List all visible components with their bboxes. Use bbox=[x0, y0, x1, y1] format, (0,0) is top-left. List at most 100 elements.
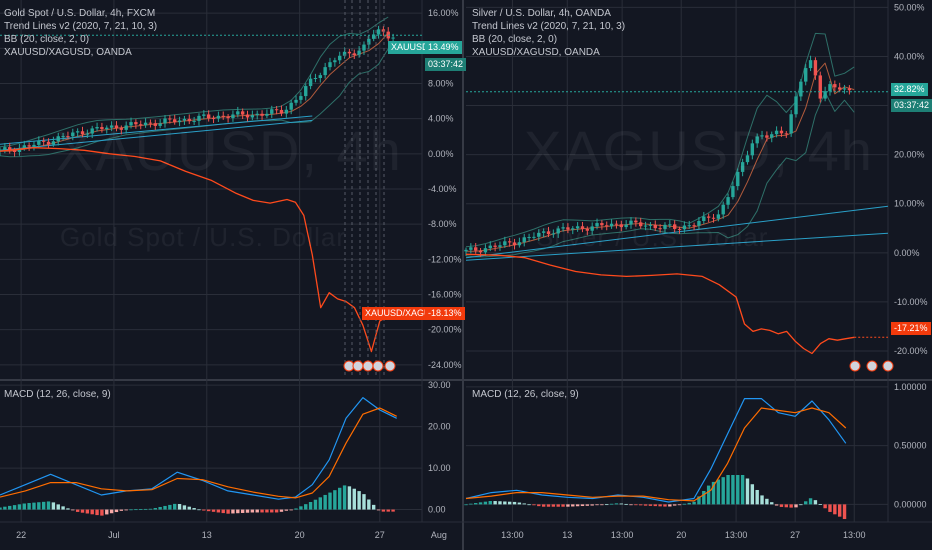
gold-macd-histogram-bar bbox=[41, 501, 46, 510]
silver-candle bbox=[687, 225, 691, 227]
gold-candle bbox=[143, 122, 148, 126]
gold-axis-tick-label: -8.00% bbox=[428, 219, 457, 229]
gold-axis-tick-label: 0.00% bbox=[428, 149, 454, 159]
gold-candle bbox=[12, 150, 17, 153]
gold-macd-histogram-bar bbox=[177, 503, 182, 510]
silver-macd-histogram-bar bbox=[648, 504, 653, 506]
gold-macd-histogram-bar bbox=[289, 509, 293, 511]
gold-candle bbox=[153, 123, 157, 126]
silver-macd-histogram-bar bbox=[517, 502, 522, 505]
gold-macd-histogram-bar bbox=[90, 509, 94, 515]
gold-candle bbox=[182, 118, 187, 121]
silver-legend-ratio[interactable]: XAUUSD/XAGUSD, OANDA bbox=[472, 47, 600, 58]
silver-candle bbox=[745, 155, 750, 163]
silver-macd-histogram-bar bbox=[527, 504, 531, 506]
silver-axis-tick-label: 20.00% bbox=[894, 150, 925, 160]
silver-macd-histogram-bar bbox=[760, 495, 764, 505]
gold-macd-histogram-bar bbox=[192, 508, 196, 510]
gold-candle bbox=[236, 111, 240, 115]
silver-macd-histogram-bar bbox=[478, 502, 483, 505]
silver-macd-histogram-bar bbox=[503, 501, 507, 505]
gold-candle bbox=[95, 127, 99, 129]
gold-macd-histogram-bar bbox=[22, 503, 26, 510]
gold-macd-histogram-bar bbox=[333, 490, 337, 510]
gold-macd-histogram-bar bbox=[274, 509, 279, 513]
silver-candle bbox=[575, 226, 580, 229]
silver-macd-histogram-bar bbox=[639, 504, 643, 506]
gold-candle bbox=[80, 131, 85, 135]
gold-axis-tick-label: -16.00% bbox=[428, 289, 462, 299]
gold-candle bbox=[105, 127, 109, 130]
silver-candle bbox=[702, 216, 706, 222]
gold-macd-histogram-bar bbox=[71, 509, 75, 511]
gold-candle bbox=[274, 109, 279, 111]
gold-macd-histogram-bar bbox=[211, 509, 216, 512]
silver-macd-legend[interactable]: MACD (12, 26, close, 9) bbox=[472, 389, 579, 400]
silver-candle bbox=[493, 245, 497, 247]
gold-macd-legend[interactable]: MACD (12, 26, close, 9) bbox=[4, 389, 111, 400]
gold-macd-histogram-bar bbox=[202, 509, 206, 511]
silver-macd-histogram-bar bbox=[512, 501, 517, 505]
gold-candle bbox=[100, 127, 104, 130]
gold-macd-histogram-bar bbox=[260, 509, 264, 513]
gold-candle bbox=[231, 114, 235, 119]
silver-candle bbox=[580, 226, 585, 229]
silver-axis-tick-label: -20.00% bbox=[894, 346, 928, 356]
silver-candle bbox=[609, 223, 614, 227]
silver-legend-bb[interactable]: BB (20, close, 2, 0) bbox=[472, 34, 558, 45]
silver-event-badge bbox=[882, 360, 894, 372]
gold-macd-histogram-bar bbox=[80, 509, 85, 513]
gold-macd-histogram-bar bbox=[46, 501, 51, 510]
silver-candle bbox=[813, 60, 818, 76]
gold-candle bbox=[362, 44, 366, 51]
silver-macd-histogram-bar bbox=[590, 504, 594, 506]
silver-macd-signal-line bbox=[465, 407, 847, 502]
gold-macd-histogram-bar bbox=[75, 509, 80, 512]
gold-candle bbox=[56, 136, 60, 142]
gold-legend-bb[interactable]: BB (20, close, 2, 0) bbox=[4, 34, 90, 45]
silver-ratio-line bbox=[465, 253, 855, 355]
gold-candle bbox=[202, 114, 206, 116]
silver-macd-histogram-bar bbox=[794, 504, 798, 508]
silver-candle bbox=[512, 242, 517, 246]
gold-trend-line bbox=[0, 119, 313, 151]
gold-macd-histogram-bar bbox=[51, 502, 56, 510]
gold-macd-histogram-bar bbox=[61, 506, 65, 510]
silver-macd-histogram-bar bbox=[682, 503, 687, 505]
gold-candle bbox=[304, 86, 308, 97]
gold-macd-histogram-bar bbox=[139, 509, 143, 510]
silver-legend-trend[interactable]: Trend Lines v2 (2020, 7, 21, 10, 3) bbox=[472, 21, 626, 32]
silver-legend-title[interactable]: Silver / U.S. Dollar, 4h, OANDA bbox=[472, 8, 611, 19]
silver-macd-histogram-bar bbox=[634, 504, 638, 506]
silver-macd-histogram-bar bbox=[726, 475, 730, 505]
silver-macd-histogram-bar bbox=[702, 490, 706, 505]
gold-watermark-name: Gold Spot / U.S. Dollar bbox=[60, 222, 346, 252]
silver-candle bbox=[517, 242, 522, 246]
gold-macd-histogram-bar bbox=[129, 509, 133, 511]
silver-macd-histogram-bar bbox=[813, 500, 818, 505]
gold-axis-tick-label: 8.00% bbox=[428, 79, 454, 89]
gold-axis-tick-label: -12.00% bbox=[428, 254, 462, 264]
silver-candle bbox=[760, 135, 764, 137]
gold-candle bbox=[197, 115, 201, 121]
gold-legend-title[interactable]: Gold Spot / U.S. Dollar, 4h, FXCM bbox=[4, 8, 156, 19]
gold-ratio-line bbox=[0, 147, 397, 353]
silver-candle bbox=[663, 224, 667, 229]
gold-legend-trend[interactable]: Trend Lines v2 (2020, 7, 21, 10, 3) bbox=[4, 21, 158, 32]
gold-axis-tick-label: -4.00% bbox=[428, 184, 457, 194]
silver-candle bbox=[677, 228, 682, 230]
gold-legend-ratio[interactable]: XAUUSD/XAGUSD, OANDA bbox=[4, 47, 132, 58]
gold-candle bbox=[294, 99, 298, 103]
gold-macd-histogram-bar bbox=[236, 509, 240, 514]
silver-trend-line bbox=[465, 232, 889, 261]
gold-candle bbox=[148, 122, 153, 124]
gold-candle bbox=[338, 55, 342, 61]
silver-macd-histogram-bar bbox=[483, 501, 488, 505]
silver-axis-tick-label: 50.00% bbox=[894, 2, 925, 12]
silver-countdown-tag: 03:37:42 bbox=[891, 99, 932, 112]
silver-candle bbox=[634, 220, 638, 223]
gold-candle bbox=[284, 109, 289, 114]
